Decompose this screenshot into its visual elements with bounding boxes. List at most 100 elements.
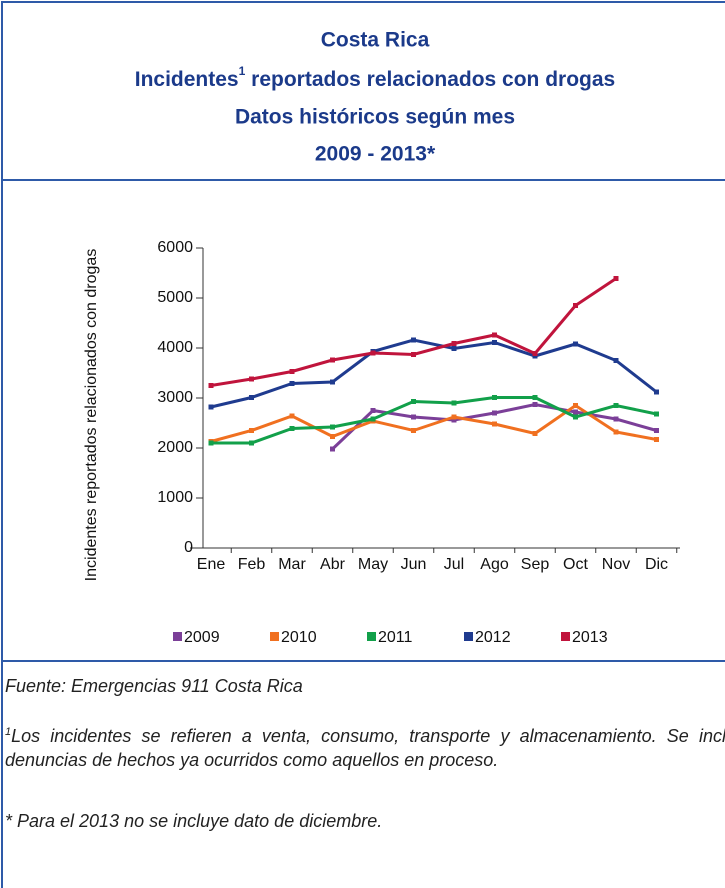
point xyxy=(208,383,214,388)
legend-label: 2013 xyxy=(572,629,608,646)
point xyxy=(532,402,538,407)
point xyxy=(249,376,254,382)
point xyxy=(613,276,619,281)
legend-swatch xyxy=(561,632,570,641)
point xyxy=(451,400,457,406)
point xyxy=(370,416,376,422)
y-tick-label: 6000 xyxy=(157,239,193,256)
y-tick-label: 0 xyxy=(184,539,193,556)
point xyxy=(654,428,659,433)
point xyxy=(330,424,335,430)
title-part: Incidentes xyxy=(135,68,239,91)
x-tick-label: Ago xyxy=(480,556,509,573)
point xyxy=(613,416,619,422)
source: Fuente: Emergencias 911 Costa Rica xyxy=(5,676,303,696)
point xyxy=(573,409,578,415)
legend-swatch xyxy=(367,632,376,641)
point xyxy=(411,399,416,404)
x-tick-label: Nov xyxy=(602,556,630,573)
point xyxy=(492,332,497,338)
series-line xyxy=(210,277,617,387)
point xyxy=(654,411,659,417)
x-tick-label: May xyxy=(358,556,388,573)
series-line xyxy=(210,403,657,443)
point xyxy=(613,358,619,363)
x-tick-label: Jul xyxy=(444,556,464,573)
point xyxy=(330,446,335,452)
legend-label: 2012 xyxy=(475,629,511,646)
point xyxy=(249,395,254,400)
legend-label: 2011 xyxy=(378,629,413,646)
point xyxy=(654,437,659,442)
x-tick-label: Abr xyxy=(320,556,346,573)
legend-swatch xyxy=(270,632,279,641)
point xyxy=(330,357,335,363)
point xyxy=(573,403,578,408)
point xyxy=(289,369,295,374)
point xyxy=(411,428,416,433)
point xyxy=(451,346,457,351)
point xyxy=(654,389,659,395)
point xyxy=(208,404,214,410)
note-mark: 1 xyxy=(239,64,246,78)
point xyxy=(492,410,497,416)
point xyxy=(289,413,295,419)
point xyxy=(411,352,416,357)
point xyxy=(249,440,254,446)
y-tick-label: 1000 xyxy=(157,489,193,506)
point xyxy=(532,395,538,400)
point xyxy=(370,350,376,356)
asterisk-note: * Para el 2013 no se incluye dato de dic… xyxy=(5,811,383,831)
y-tick-label: 2000 xyxy=(157,439,193,456)
point xyxy=(451,341,457,346)
point xyxy=(330,434,335,439)
point xyxy=(289,381,295,386)
x-tick-label: Ene xyxy=(197,556,226,573)
series-line xyxy=(211,396,657,445)
x-tick-label: Sep xyxy=(521,556,550,573)
title-part: reportados relacionados con drogas xyxy=(245,68,615,91)
point xyxy=(573,303,578,308)
point xyxy=(532,351,538,356)
y-axis-label: Incidentes reportados relacionados con d… xyxy=(83,249,100,582)
point xyxy=(411,414,416,420)
note-mark: 1 xyxy=(5,726,12,738)
x-tick-label: Oct xyxy=(563,556,588,573)
legend-label: 2010 xyxy=(281,629,317,646)
point xyxy=(573,414,578,420)
point xyxy=(492,421,497,427)
y-tick-label: 3000 xyxy=(157,389,193,406)
point xyxy=(208,440,214,446)
x-tick-label: Mar xyxy=(278,556,306,573)
point xyxy=(492,340,497,345)
point xyxy=(573,341,578,347)
point xyxy=(330,379,335,385)
title-line: Datos históricos según mes xyxy=(235,106,515,129)
note-text: Los incidentes se refieren a venta, cons… xyxy=(5,726,725,770)
x-tick-label: Feb xyxy=(238,556,266,573)
point xyxy=(249,428,254,433)
y-tick-label: 5000 xyxy=(157,289,193,306)
point xyxy=(613,429,619,435)
point xyxy=(532,431,538,436)
title-line: Costa Rica xyxy=(321,29,430,52)
x-tick-label: Dic xyxy=(645,556,668,573)
title-line: 2009 - 2013* xyxy=(315,143,436,166)
series-line xyxy=(210,338,658,409)
legend-swatch xyxy=(464,632,473,641)
point xyxy=(451,414,457,420)
y-tick-label: 4000 xyxy=(157,339,193,356)
legend-swatch xyxy=(173,632,182,641)
x-tick-label: Jun xyxy=(401,556,427,573)
point xyxy=(370,408,376,413)
point xyxy=(492,395,497,400)
point xyxy=(613,403,619,408)
legend-label: 2009 xyxy=(184,629,220,646)
note: 1Los incidentes se refieren a venta, con… xyxy=(5,720,725,772)
point xyxy=(289,426,295,431)
title-line: Incidentes1 reportados relacionados con … xyxy=(135,64,615,90)
point xyxy=(411,337,416,343)
